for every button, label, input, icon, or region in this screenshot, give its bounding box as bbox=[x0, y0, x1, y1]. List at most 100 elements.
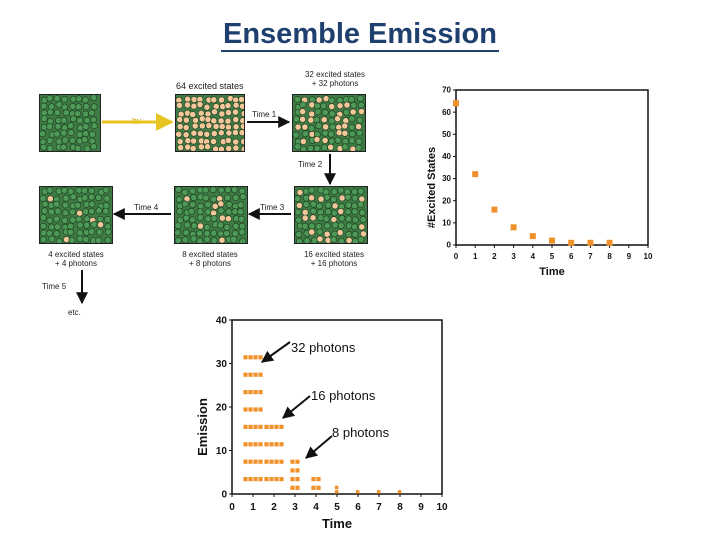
ground-molecule bbox=[76, 221, 84, 229]
excited-molecule bbox=[331, 202, 339, 210]
photon-mark bbox=[397, 490, 402, 494]
x-tick-label: 9 bbox=[627, 252, 632, 261]
excited-molecule bbox=[335, 129, 343, 137]
excited-molecule bbox=[204, 143, 211, 151]
y-tick-label: 10 bbox=[442, 219, 451, 228]
photon-mark bbox=[264, 442, 269, 447]
excited-molecule bbox=[190, 129, 198, 137]
photon-mark bbox=[258, 442, 263, 447]
slide-title: Ensemble Emission bbox=[221, 18, 499, 52]
ground-molecule bbox=[76, 124, 84, 132]
excited-molecule bbox=[238, 96, 244, 103]
ground-molecule bbox=[103, 194, 111, 202]
ground-molecule bbox=[296, 237, 303, 243]
ground-molecule bbox=[204, 201, 212, 208]
ground-molecule bbox=[53, 109, 61, 116]
ground-molecule bbox=[189, 201, 196, 209]
label-time5: Time 5 bbox=[42, 282, 67, 291]
ground-molecule bbox=[69, 137, 76, 144]
ground-molecule bbox=[345, 215, 352, 223]
y-tick-label: 30 bbox=[442, 174, 451, 183]
ground-molecule bbox=[60, 143, 67, 151]
data-point bbox=[568, 239, 575, 246]
x-tick-label: 2 bbox=[271, 502, 277, 513]
ground-molecule bbox=[69, 102, 77, 110]
ground-molecule bbox=[231, 208, 239, 216]
ground-molecule bbox=[53, 95, 61, 102]
x-tick-label: 9 bbox=[418, 502, 424, 513]
data-point bbox=[606, 239, 613, 246]
x-tick-label: 5 bbox=[550, 252, 555, 261]
excited-molecule bbox=[308, 228, 316, 236]
ground-molecule bbox=[40, 236, 47, 243]
ground-molecule bbox=[328, 117, 336, 125]
ground-molecule bbox=[321, 108, 329, 116]
label-time4: Time 4 bbox=[134, 203, 159, 212]
y-tick-label: 20 bbox=[442, 196, 451, 205]
ground-molecule bbox=[210, 237, 218, 243]
plot-frame bbox=[455, 89, 649, 246]
excited-molecule bbox=[313, 136, 321, 143]
annotation-16-photons: 16 photons bbox=[311, 388, 376, 403]
ground-molecule bbox=[189, 187, 197, 195]
photon-mark bbox=[248, 355, 253, 360]
ground-molecule bbox=[301, 222, 309, 230]
ground-molecule bbox=[337, 187, 345, 194]
x-tick-label: 0 bbox=[454, 252, 459, 261]
excited-molecule bbox=[225, 123, 232, 131]
photon-mark bbox=[258, 407, 263, 412]
ground-molecule bbox=[81, 96, 89, 104]
ground-molecule bbox=[238, 187, 246, 195]
excited-molecule bbox=[196, 101, 204, 108]
excited-molecule bbox=[315, 96, 323, 104]
ground-molecule bbox=[67, 228, 74, 236]
ground-molecule bbox=[295, 208, 302, 216]
excited-molecule bbox=[190, 137, 197, 145]
excited-molecule bbox=[358, 223, 366, 231]
photon-mark bbox=[248, 390, 253, 395]
ground-molecule bbox=[330, 196, 338, 203]
excited-molecule bbox=[299, 108, 307, 115]
excited-molecule bbox=[46, 195, 54, 203]
ground-molecule bbox=[53, 130, 61, 138]
photon-mark bbox=[290, 485, 295, 490]
excited-molecule bbox=[349, 145, 357, 151]
x-tick-label: 10 bbox=[644, 252, 653, 261]
excited-molecule bbox=[191, 122, 199, 130]
ground-molecule bbox=[53, 200, 60, 208]
ground-molecule bbox=[54, 122, 62, 130]
box-time1 bbox=[292, 94, 366, 152]
excited-molecule bbox=[225, 145, 233, 151]
ground-molecule bbox=[238, 228, 246, 236]
ground-molecule bbox=[46, 123, 54, 130]
excited-molecule bbox=[217, 200, 225, 208]
x-tick-label: 6 bbox=[569, 252, 574, 261]
excited-molecule bbox=[316, 235, 324, 243]
x-tick-label: 4 bbox=[531, 252, 536, 261]
ground-molecule bbox=[209, 187, 217, 194]
ground-molecule bbox=[238, 215, 245, 223]
ground-molecule bbox=[217, 221, 224, 229]
x-axis-label: Time bbox=[322, 516, 352, 531]
ground-molecule bbox=[83, 145, 91, 151]
excited-molecule bbox=[308, 110, 316, 118]
ground-molecule bbox=[82, 110, 89, 118]
ground-molecule bbox=[357, 95, 364, 102]
ground-molecule bbox=[345, 230, 353, 238]
photon-mark bbox=[290, 477, 295, 482]
ground-molecule bbox=[348, 96, 355, 103]
photon-mark bbox=[243, 477, 248, 482]
ground-molecule bbox=[47, 208, 55, 216]
ground-molecule bbox=[329, 123, 337, 131]
data-point bbox=[549, 237, 555, 244]
ground-molecule bbox=[54, 207, 62, 215]
ground-molecule bbox=[338, 237, 345, 243]
ground-molecule bbox=[76, 116, 84, 124]
excited-molecule bbox=[219, 214, 226, 222]
photon-mark bbox=[248, 372, 253, 377]
ground-molecule bbox=[350, 101, 358, 109]
ground-molecule bbox=[46, 95, 54, 102]
x-tick-label: 5 bbox=[334, 502, 340, 513]
ground-molecule bbox=[74, 144, 82, 151]
ground-molecule bbox=[320, 102, 327, 110]
